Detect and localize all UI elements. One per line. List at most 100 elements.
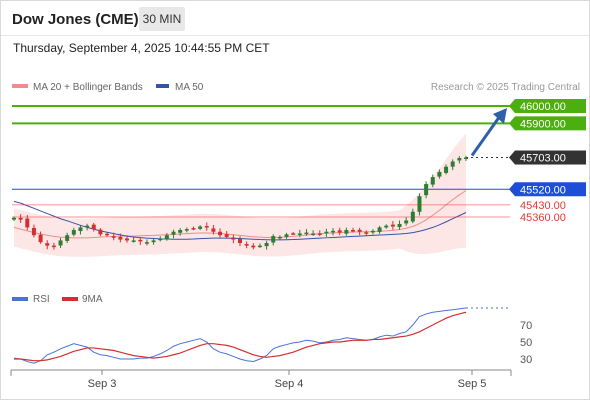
candle-body bbox=[377, 227, 382, 232]
candle-body bbox=[138, 239, 143, 242]
candle-body bbox=[331, 230, 336, 233]
candle-body bbox=[231, 237, 236, 240]
candle-body bbox=[257, 245, 262, 248]
candle-body bbox=[118, 236, 123, 240]
candle-body bbox=[464, 157, 468, 160]
x-tick-label: Sep 4 bbox=[275, 378, 304, 390]
candle-body bbox=[178, 230, 183, 233]
candle-body bbox=[251, 245, 256, 248]
price-levels bbox=[12, 105, 510, 218]
candle-body bbox=[144, 242, 149, 244]
candle-body bbox=[357, 229, 362, 232]
candle-body bbox=[324, 231, 329, 234]
price-tag-bg bbox=[515, 150, 586, 165]
candle-body bbox=[457, 158, 462, 161]
candle-body bbox=[424, 184, 429, 196]
rsi-ma-legend-swatch bbox=[62, 297, 78, 301]
ma20-legend-label: MA 20 + Bollinger Bands bbox=[33, 82, 143, 93]
candle-body bbox=[218, 231, 223, 236]
rsi-panel: 70 50 30 bbox=[13, 307, 532, 366]
candle-body bbox=[364, 232, 369, 234]
candle-body bbox=[284, 234, 289, 237]
copyright-label: Research © 2025 Trading Central bbox=[431, 82, 580, 93]
candle-body bbox=[78, 227, 83, 232]
candle-body bbox=[317, 233, 322, 235]
x-tick-label: Sep 5 bbox=[458, 378, 487, 390]
rsi-level-label: 70 bbox=[520, 320, 532, 332]
timeframe-button[interactable]: 30 MIN bbox=[139, 7, 185, 31]
candle-body bbox=[71, 230, 76, 235]
x-tick-label: Sep 3 bbox=[88, 378, 117, 390]
price-tag-label: 45900.00 bbox=[520, 118, 566, 130]
candle-body bbox=[164, 235, 169, 240]
forecast-arrow-head bbox=[493, 108, 507, 124]
forecast-arrow bbox=[470, 108, 507, 157]
header-bar: Dow Jones (CME) 30 MIN bbox=[1, 1, 589, 36]
candle-body bbox=[291, 233, 296, 235]
candle-body bbox=[444, 166, 449, 173]
candle-body bbox=[410, 211, 415, 222]
candle-body bbox=[85, 225, 90, 228]
candle-body bbox=[184, 229, 189, 231]
price-tag-pointer bbox=[509, 182, 515, 197]
rsi-level-label: 50 bbox=[520, 337, 532, 349]
candle-body bbox=[384, 225, 389, 228]
price-tag-label: 45430.00 bbox=[520, 200, 566, 212]
candle-body bbox=[158, 238, 163, 241]
rsi-line bbox=[13, 307, 467, 364]
ma50-legend-label: MA 50 bbox=[175, 82, 204, 93]
price-tag-label: 45703.00 bbox=[520, 153, 566, 165]
candle-body bbox=[277, 236, 282, 239]
timestamp: Thursday, September 4, 2025 10:44:55 PM … bbox=[13, 41, 270, 55]
candle-body bbox=[91, 224, 96, 230]
candle-body bbox=[304, 232, 309, 235]
price-tag-label: 45360.00 bbox=[520, 212, 566, 224]
candle-body bbox=[204, 226, 209, 228]
candle-body bbox=[18, 217, 23, 220]
candles bbox=[12, 155, 468, 250]
candle-body bbox=[191, 228, 196, 230]
candle-body bbox=[351, 230, 355, 232]
candle-body bbox=[437, 171, 442, 177]
price-tag-label: 46000.00 bbox=[520, 101, 566, 113]
price-tag-bg bbox=[515, 116, 586, 131]
candle-body bbox=[390, 224, 395, 227]
x-axis: Sep 3 Sep 4 Sep 5 bbox=[10, 369, 512, 390]
ma50-legend-swatch bbox=[156, 84, 169, 88]
candle-body bbox=[131, 240, 136, 242]
candle-body bbox=[45, 243, 50, 246]
price-tag-pointer bbox=[509, 150, 515, 165]
price-tags: 46000.00 45900.00 45703.00 45520.00 45430.00… bbox=[509, 99, 586, 224]
candle-body bbox=[264, 243, 269, 247]
candle-body bbox=[297, 233, 302, 235]
rsi-legend-swatch bbox=[12, 297, 28, 301]
price-tag-label: 45520.00 bbox=[520, 184, 566, 196]
candle-body bbox=[397, 223, 402, 228]
candle-body bbox=[125, 238, 129, 241]
candle-body bbox=[238, 239, 242, 244]
candle-body bbox=[51, 245, 56, 248]
rsi-level-label: 30 bbox=[520, 354, 532, 366]
candle-body bbox=[344, 230, 349, 234]
price-tag-bg bbox=[515, 99, 586, 113]
candle-body bbox=[31, 227, 36, 236]
candle-body bbox=[105, 233, 110, 236]
candle-body bbox=[58, 240, 63, 246]
candle-body bbox=[171, 231, 176, 235]
candle-body bbox=[38, 234, 43, 243]
candle-body bbox=[12, 217, 16, 220]
candle-body bbox=[430, 177, 435, 185]
price-tag-bg bbox=[515, 182, 586, 197]
candle-body bbox=[337, 230, 342, 233]
ma20-legend-swatch bbox=[12, 84, 28, 88]
candle-body bbox=[111, 236, 116, 238]
rsi-ma-line bbox=[14, 311, 467, 362]
bollinger-band-fill bbox=[14, 133, 466, 257]
candle-body bbox=[271, 236, 276, 243]
forecast-arrow-shaft bbox=[470, 115, 502, 157]
bollinger-band bbox=[14, 133, 466, 257]
candle-body bbox=[224, 234, 229, 237]
ma20-line bbox=[13, 190, 467, 239]
candle-body bbox=[151, 240, 156, 243]
